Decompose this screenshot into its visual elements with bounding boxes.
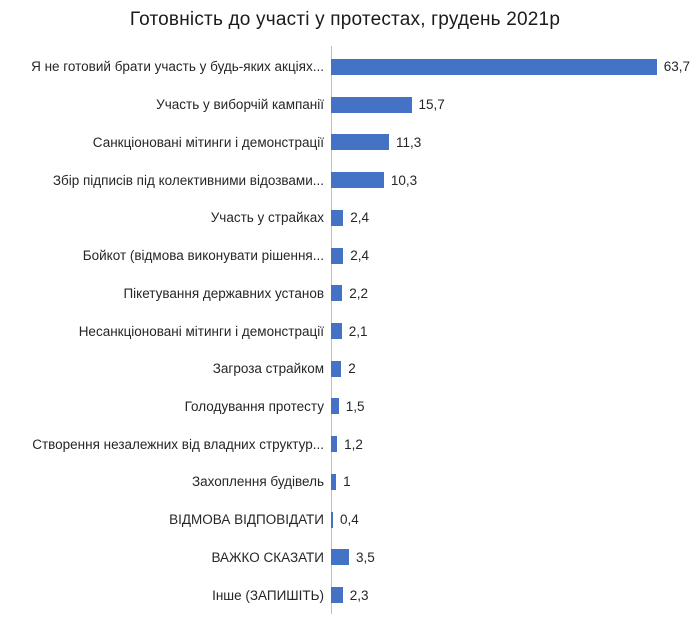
bar <box>331 209 344 226</box>
bar <box>331 436 338 453</box>
bar-area: 2,3 <box>331 576 690 614</box>
bar-row: Санкціоновані мітинги і демонстрації 11,3 <box>0 123 690 161</box>
value-label: 10,3 <box>390 172 418 188</box>
bar-area: 2,4 <box>331 199 690 237</box>
value-label: 0,4 <box>340 512 359 528</box>
category-label: Голодування протесту <box>184 398 324 414</box>
bar-area: 1,5 <box>331 388 690 426</box>
bar-row: Збір підписів під колективними відозвами… <box>0 161 690 199</box>
bar-area: 2 <box>331 350 690 388</box>
category-label: ВАЖКО СКАЗАТИ <box>211 549 324 565</box>
category-label: ВІДМОВА ВІДПОВІДАТИ <box>169 512 324 528</box>
bar-area: 2,2 <box>331 274 690 312</box>
bar-row: ВІДМОВА ВІДПОВІДАТИ 0,4 <box>0 501 690 539</box>
bar-row: Я не готовий брати участь у будь-яких ак… <box>0 48 690 86</box>
bar-row: Бойкот (відмова виконувати рішення... 2,4 <box>0 237 690 275</box>
bar-area: 11,3 <box>331 123 690 161</box>
bar-row: Несанкціоновані мітинги і демонстрації 2,… <box>0 312 690 350</box>
bar <box>331 360 342 377</box>
bar-row: Захоплення будівель 1 <box>0 463 690 501</box>
bar <box>331 58 657 75</box>
chart-title: Готовність до участі у протестах, груден… <box>129 9 561 30</box>
value-label: 11,3 <box>395 134 422 150</box>
category-label: Створення незалежних від владних структу… <box>32 436 324 452</box>
bar <box>331 285 343 302</box>
bar <box>331 172 384 189</box>
bar-area: 1 <box>331 463 690 501</box>
bar <box>331 511 334 528</box>
bar <box>331 247 344 264</box>
category-label: Пікетування державних установ <box>123 285 324 301</box>
bar-area: 3,5 <box>331 539 690 577</box>
bar-area: 0,4 <box>331 501 690 539</box>
category-label: Участь у виборчій кампанії <box>156 97 324 113</box>
bar-area: 1,2 <box>331 425 690 463</box>
bar-row: Участь у виборчій кампанії 15,7 <box>0 86 690 124</box>
bar-row: Пікетування державних установ 2,2 <box>0 274 690 312</box>
value-label: 3,5 <box>355 549 375 565</box>
category-label: Санкціоновані мітинги і демонстрації <box>92 134 324 150</box>
bar <box>331 323 342 339</box>
category-label: Загроза страйком <box>212 361 324 377</box>
bar <box>331 134 389 151</box>
bar-area: 2,4 <box>331 237 690 275</box>
value-label: 2,2 <box>349 285 369 301</box>
bar <box>331 96 412 113</box>
category-label: Інше (ЗАПИШІТЬ) <box>212 587 324 603</box>
bar-row: Загроза страйком 2 <box>0 350 690 388</box>
bar-area: 15,7 <box>331 86 690 124</box>
category-label: Участь у страйках <box>210 210 324 226</box>
value-label: 2 <box>348 361 356 377</box>
bar <box>331 473 337 490</box>
category-label: Бойкот (відмова виконувати рішення... <box>82 248 324 264</box>
bar-row: Голодування протесту 1,5 <box>0 388 690 426</box>
category-label: Я не готовий брати участь у будь-яких ак… <box>31 59 324 75</box>
value-label: 2,3 <box>349 587 369 603</box>
value-label: 2,4 <box>350 210 370 226</box>
bar <box>331 587 343 604</box>
bar-area: 10,3 <box>331 161 690 199</box>
value-label: 63,7 <box>663 59 690 75</box>
value-label: 2,4 <box>350 248 370 264</box>
category-label: Захоплення будівель <box>191 474 324 490</box>
bar-row: Участь у страйках 2,4 <box>0 199 690 237</box>
bar <box>331 549 349 566</box>
bar-area: 63,7 <box>331 48 690 86</box>
category-label: Несанкціоновані мітинги і демонстрації <box>78 323 324 339</box>
value-label: 2,1 <box>348 323 368 339</box>
bar-area: 2,1 <box>331 312 690 350</box>
bar-row: ВАЖКО СКАЗАТИ 3,5 <box>0 539 690 577</box>
value-label: 1,5 <box>345 398 365 414</box>
value-label: 15,7 <box>418 97 445 113</box>
bar <box>331 398 339 415</box>
bar-row: Створення незалежних від владних структу… <box>0 425 690 463</box>
value-label: 1 <box>343 474 351 490</box>
chart-plot-area: Я не готовий брати участь у будь-яких ак… <box>0 48 690 614</box>
bar-row: Інше (ЗАПИШІТЬ) 2,3 <box>0 576 690 614</box>
category-label: Збір підписів під колективними відозвами… <box>52 172 324 188</box>
value-label: 1,2 <box>344 436 363 452</box>
